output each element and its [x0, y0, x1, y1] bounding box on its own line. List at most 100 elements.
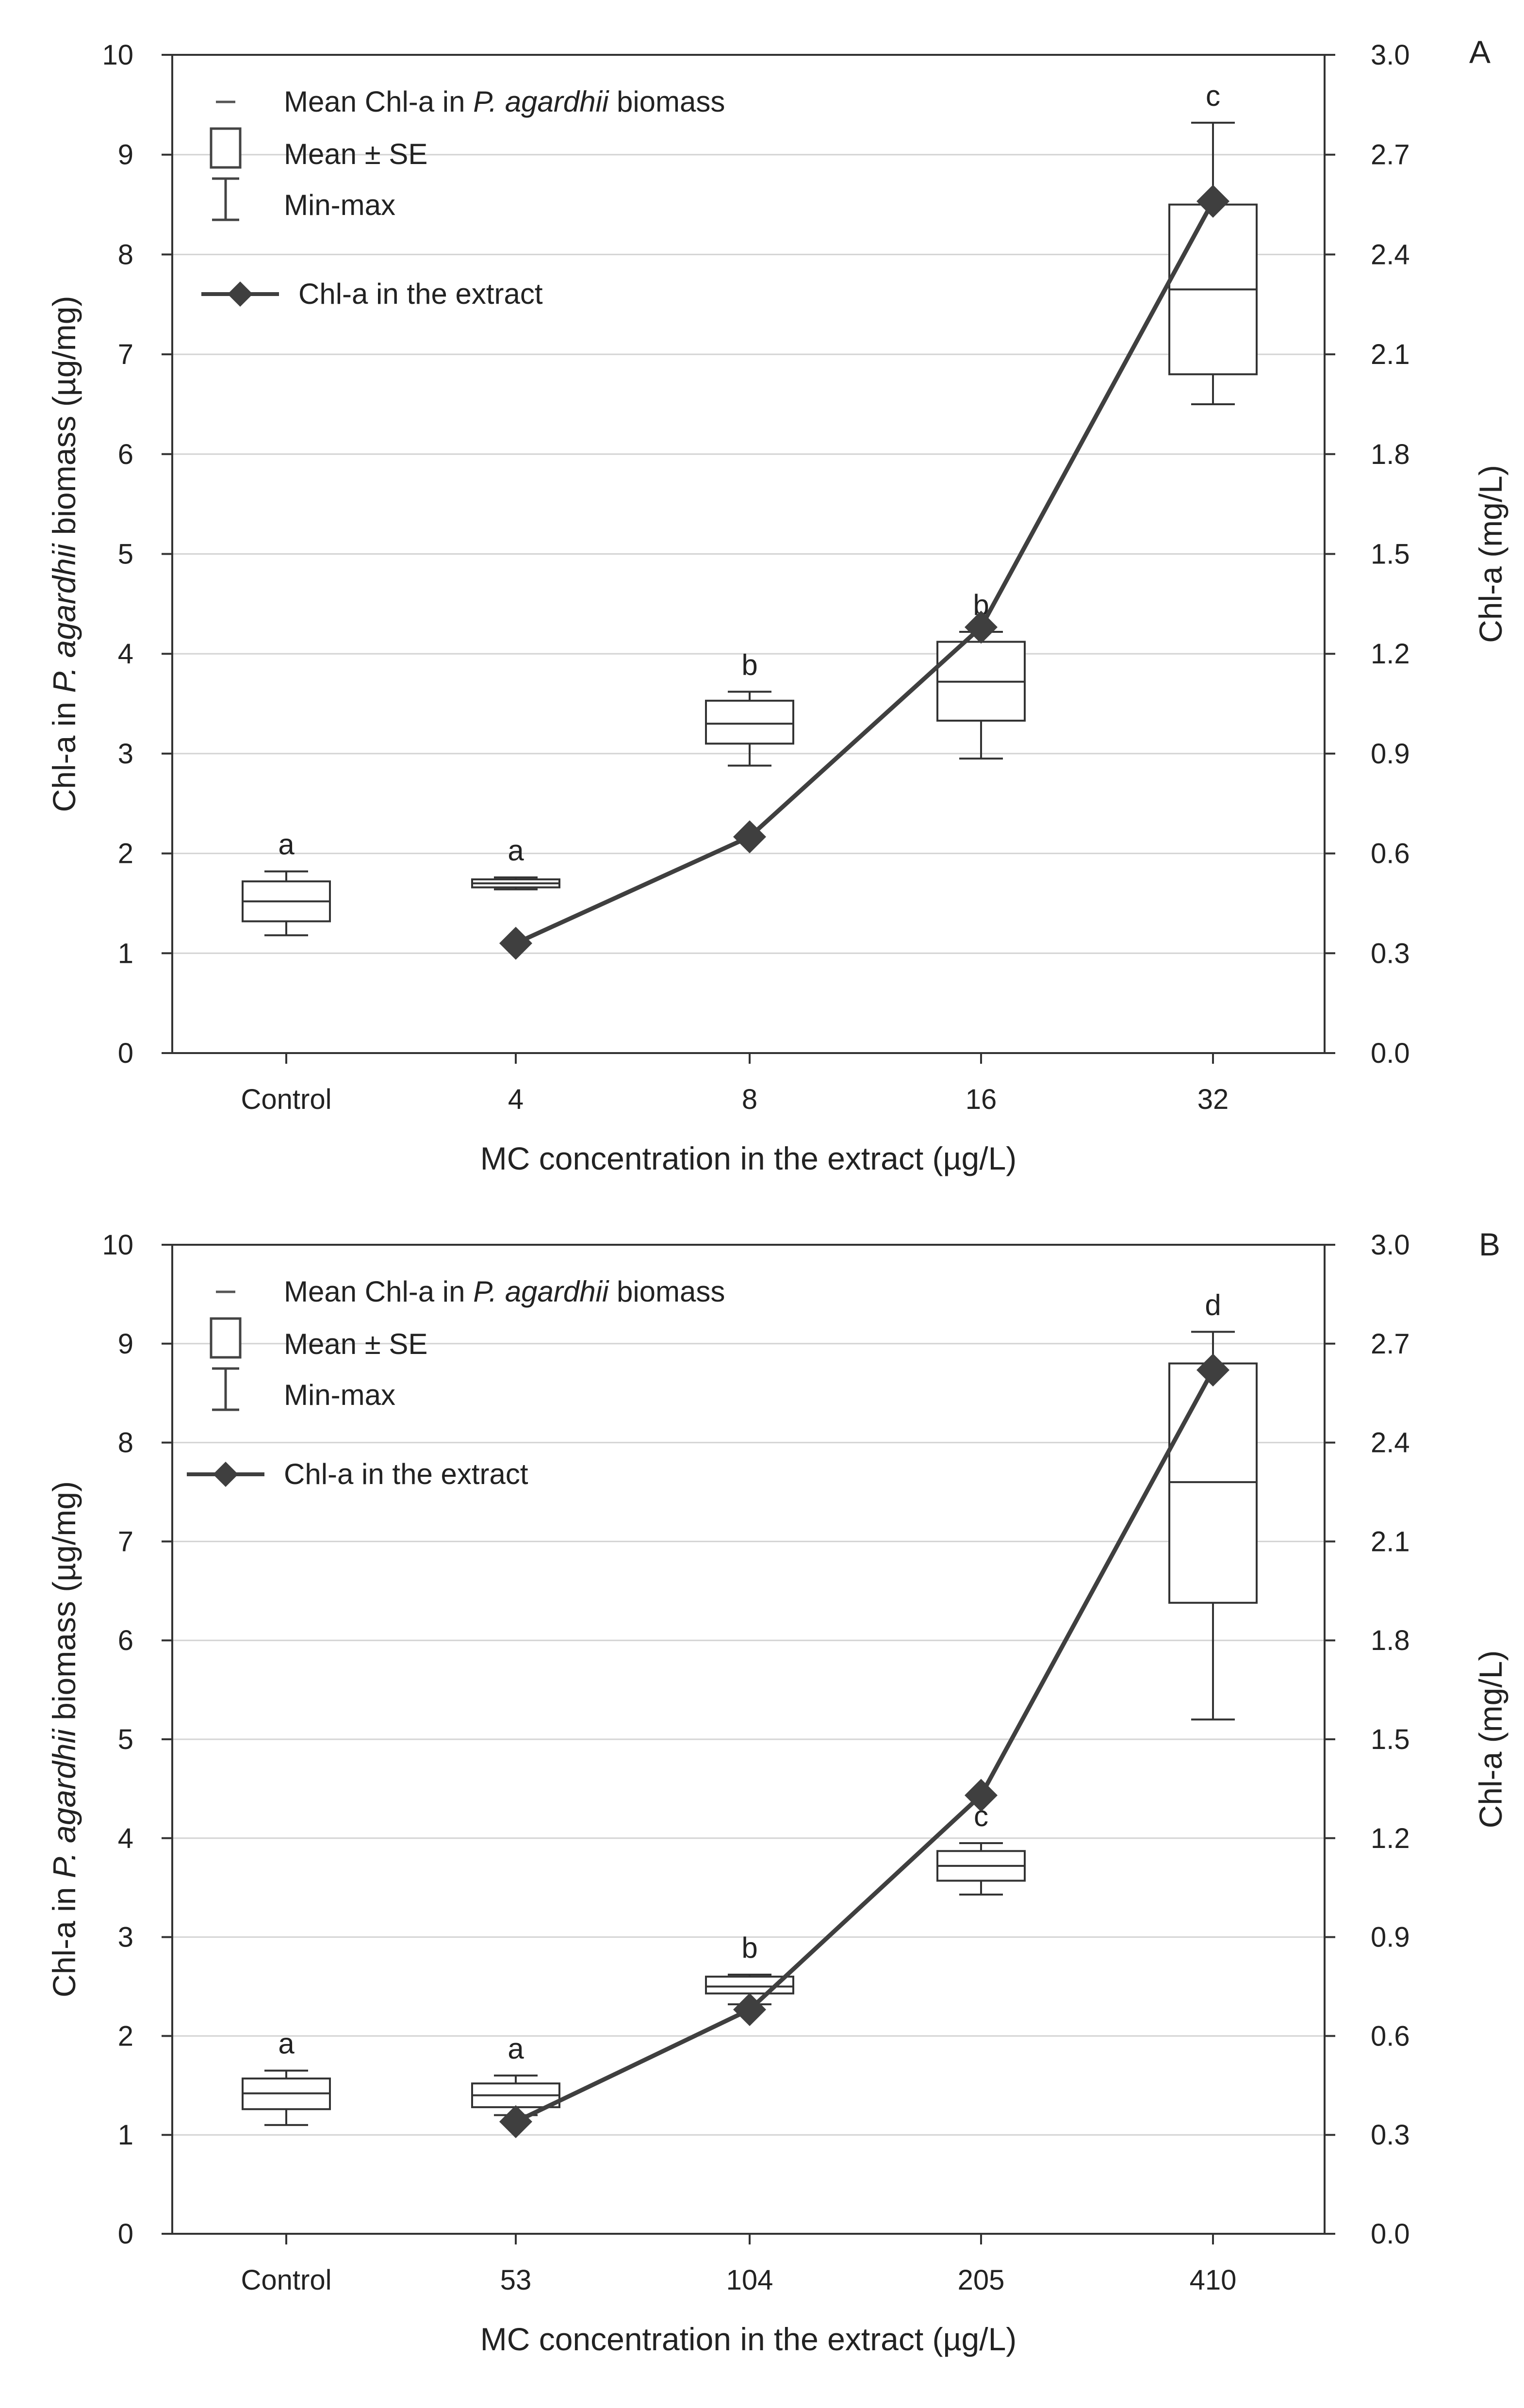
y-left-tick-label: 1 [118, 938, 133, 969]
legend-line-label: Chl-a in the extract [298, 278, 543, 310]
y-right-tick-label: 1.2 [1371, 1823, 1410, 1854]
y-left-axis-title-suffix: biomass (µg/mg) [46, 296, 82, 544]
y-right-tick-label: 0.6 [1371, 2020, 1410, 2052]
y-left-axis-title-prefix: Chl-a in [46, 693, 82, 812]
legend-mean-label-italic: P. agardhii [473, 1275, 609, 1308]
y-right-tick-label: 2.4 [1371, 239, 1410, 270]
x-tick-label: Control [241, 1084, 332, 1115]
y-left-tick-label: 5 [118, 539, 133, 570]
x-axis-title: MC concentration in the extract (µg/L) [480, 1140, 1017, 1176]
box-Control: a [242, 828, 331, 937]
y-left-tick-label: 0 [118, 1038, 133, 1069]
chart-panel-A: 0 1 2 3 4 5 6 7 8 9 10 0.0 0.3 0.6 0.9 1.2 1.5 1.8 2.1 2.4 2… [46, 34, 1508, 1176]
x-tick-label: 53 [500, 2264, 532, 2296]
y-left-axis-title-prefix: Chl-a in [46, 1878, 82, 1997]
x-tick-label: 8 [742, 1084, 757, 1115]
y-left-tick-label: 7 [118, 1526, 133, 1557]
y-right-axis-title: Chl-a (mg/L) [1473, 465, 1508, 643]
y-right-tick-label: 0.3 [1371, 2119, 1410, 2151]
extract-point [1196, 184, 1229, 218]
y-left-tick-label: 8 [118, 239, 133, 270]
panel-label: A [1469, 34, 1491, 70]
legend-line-marker [228, 281, 253, 307]
box-205: c [936, 1800, 1026, 1896]
legend-mean-label: Mean Chl-a in P. agardhii biomass [284, 1275, 725, 1308]
legend-mean-label-prefix: Mean Chl-a in [284, 85, 473, 118]
y-left-tick-label: 3 [118, 738, 133, 770]
legend-se-label: Mean ± SE [284, 1328, 427, 1360]
y-left-tick-label: 7 [118, 339, 133, 370]
legend-se-swatch [210, 127, 242, 169]
x-axis-title: MC concentration in the extract (µg/L) [480, 2321, 1017, 2357]
y-right-tick-label: 3.0 [1371, 1229, 1410, 1261]
x-tick-label: 410 [1190, 2264, 1237, 2296]
y-left-axis-title-suffix: biomass (µg/mg) [46, 1481, 82, 1729]
significance-letter: b [741, 648, 757, 681]
y-right-axis-title: Chl-a (mg/L) [1473, 1650, 1508, 1829]
legend-mean-label-prefix: Mean Chl-a in [284, 1275, 473, 1308]
x-tick-label: 4 [508, 1084, 524, 1115]
y-left-axis-title-italic: P. agardhii [46, 1728, 82, 1878]
significance-letter: a [508, 2032, 524, 2065]
extract-point [499, 2105, 532, 2139]
y-right-tick-label: 2.7 [1371, 1328, 1410, 1360]
extract-point [1196, 1353, 1229, 1387]
extract-point [733, 1993, 766, 2027]
extract-series-line [515, 1369, 1215, 2124]
y-left-tick-label: 10 [102, 1229, 133, 1261]
box-32: c [1168, 80, 1258, 405]
x-tick-label: 16 [966, 1084, 997, 1115]
y-left-tick-label: 6 [118, 439, 133, 470]
extract-point [733, 820, 766, 854]
legend-se-swatch [210, 1317, 242, 1359]
y-left-tick-label: 8 [118, 1427, 133, 1459]
extract-point [965, 1779, 998, 1812]
y-left-tick-label: 2 [118, 2020, 133, 2052]
y-right-tick-label: 1.5 [1371, 1724, 1410, 1755]
y-left-tick-label: 4 [118, 638, 133, 670]
y-left-tick-label: 9 [118, 139, 133, 171]
panel-label: B [1479, 1226, 1500, 1262]
y-left-tick-label: 3 [118, 1922, 133, 1953]
x-tick-label: 205 [958, 2264, 1005, 2296]
y-left-tick-label: 5 [118, 1724, 133, 1755]
box-53: a [471, 2032, 560, 2116]
y-right-tick-label: 0.0 [1371, 1038, 1410, 1069]
y-right-tick-label: 0.6 [1371, 838, 1410, 870]
significance-letter: a [508, 834, 524, 867]
significance-letter: b [741, 1931, 757, 1964]
y-left-axis-title-italic: P. agardhii [46, 543, 82, 693]
legend-mean-label-suffix: biomass [608, 1275, 725, 1308]
significance-letter: d [1205, 1288, 1221, 1321]
legend-mean-label: Mean Chl-a in P. agardhii biomass [284, 85, 725, 118]
y-right-tick-label: 3.0 [1371, 39, 1410, 71]
x-tick-label: 32 [1197, 1084, 1229, 1115]
box-8: b [705, 648, 794, 767]
y-left-tick-label: 2 [118, 838, 133, 870]
y-right-tick-label: 0.0 [1371, 2218, 1410, 2250]
se-box [1168, 1362, 1258, 1604]
y-left-tick-label: 1 [118, 2119, 133, 2151]
legend-se-label: Mean ± SE [284, 138, 427, 170]
y-left-tick-label: 0 [118, 2218, 133, 2250]
y-right-tick-label: 2.4 [1371, 1427, 1410, 1459]
y-left-tick-label: 10 [102, 39, 133, 71]
y-right-tick-label: 1.8 [1371, 1625, 1410, 1656]
y-right-tick-label: 1.2 [1371, 638, 1410, 670]
y-right-tick-label: 2.1 [1371, 1526, 1410, 1557]
y-right-tick-label: 0.3 [1371, 938, 1410, 969]
box-4: a [471, 834, 560, 891]
y-right-tick-label: 0.9 [1371, 738, 1410, 770]
legend: Mean Chl-a in P. agardhii biomass Mean ± … [187, 1275, 725, 1490]
y-left-tick-label: 6 [118, 1625, 133, 1656]
legend-mean-label-suffix: biomass [608, 85, 725, 118]
extract-point [965, 610, 998, 644]
legend-minmax-label: Min-max [284, 1379, 395, 1411]
legend-minmax-label: Min-max [284, 189, 395, 221]
y-right-tick-label: 1.8 [1371, 439, 1410, 470]
y-right-tick-label: 2.1 [1371, 339, 1410, 370]
extract-series-line [515, 200, 1215, 945]
y-right-tick-label: 0.9 [1371, 1922, 1410, 1953]
se-box [705, 699, 794, 745]
x-tick-label: 104 [726, 2264, 773, 2296]
